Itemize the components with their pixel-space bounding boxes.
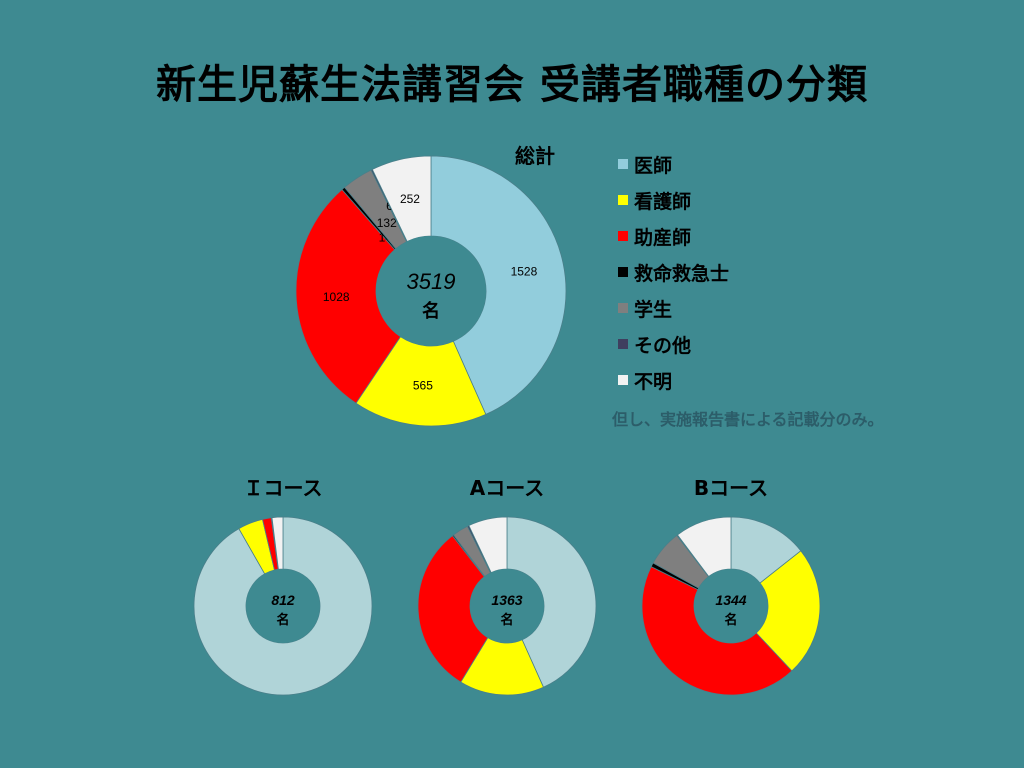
legend-label: 学生 <box>634 298 673 321</box>
legend-swatch <box>618 231 628 241</box>
center-unit-2: 名 <box>500 612 513 628</box>
page-title: 新生児蘇生法講習会 受講者職種の分類 <box>156 62 868 108</box>
legend-label: 救命救急士 <box>634 262 730 285</box>
center-unit-0: 名 <box>422 300 440 322</box>
legend-swatch <box>618 303 628 313</box>
legend-label: 医師 <box>634 154 673 177</box>
legend-item-nurse: 看護師 <box>618 182 729 218</box>
chart-title-total: 総計 <box>515 144 555 168</box>
center-total-3: 1344 <box>715 592 746 608</box>
center-unit-1: 名 <box>276 612 289 628</box>
legend-item-doctor: 医師 <box>618 146 729 182</box>
footnote: 但し、実施報告書による記載分のみ。 <box>612 410 884 429</box>
legend-item-unknown: 不明 <box>618 362 729 398</box>
chart-title-b-course: Bコース <box>693 476 769 500</box>
legend-item-other: その他 <box>618 326 729 362</box>
legend-label: 不明 <box>634 370 673 393</box>
legend-swatch <box>618 159 628 169</box>
legend-swatch <box>618 195 628 205</box>
donut-slice-0-1 <box>355 336 487 427</box>
legend-item-midwife: 助産師 <box>618 218 729 254</box>
center-total-0: 3519 <box>407 269 456 294</box>
chart-title-a-course: Aコース <box>469 476 545 500</box>
donut-hole-0 <box>376 236 486 346</box>
center-unit-3: 名 <box>724 612 737 628</box>
center-total-1: 812 <box>271 592 295 608</box>
donut-hole-1 <box>246 569 320 643</box>
data-label-1: 565 <box>413 379 433 393</box>
data-label-6: 252 <box>400 192 420 206</box>
legend-label: 看護師 <box>634 190 692 213</box>
chart-title-i-course: Ｉコース <box>243 476 323 500</box>
legend-item-student: 学生 <box>618 290 729 326</box>
legend-label: その他 <box>634 334 692 357</box>
legend-label: 助産師 <box>634 226 692 249</box>
data-label-2: 1028 <box>323 290 350 304</box>
legend-swatch <box>618 375 628 385</box>
donut-hole-2 <box>470 569 544 643</box>
legend-item-paramedic: 救命救急士 <box>618 254 729 290</box>
legend-swatch <box>618 339 628 349</box>
chart-legend: 医師 看護師 助産師 救命救急士 学生 その他 不明 <box>618 146 729 398</box>
data-label-0: 1528 <box>511 264 538 278</box>
data-label-4: 132 <box>377 216 397 230</box>
donut-hole-3 <box>694 569 768 643</box>
legend-swatch <box>618 267 628 277</box>
center-total-2: 1363 <box>491 592 522 608</box>
